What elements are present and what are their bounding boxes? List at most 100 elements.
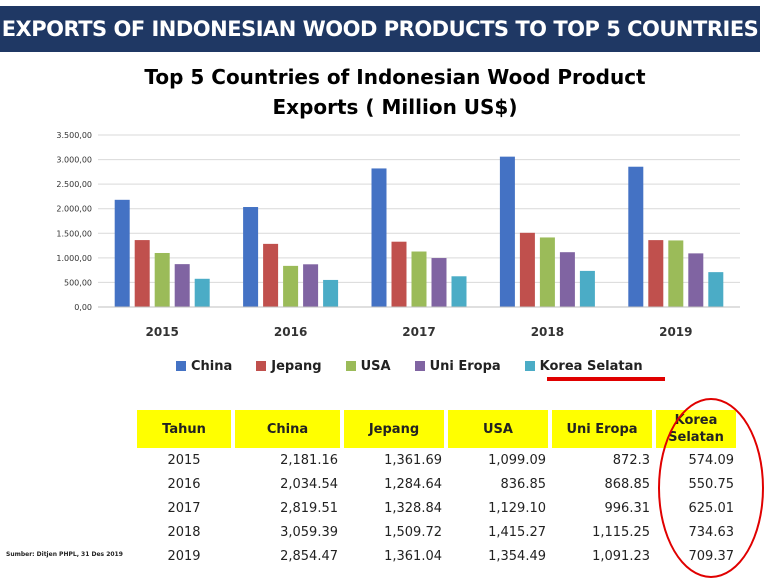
- bar-korea-selatan: [194, 278, 210, 307]
- legend-item: Uni Eropa: [414, 358, 501, 374]
- legend-item: Jepang: [256, 358, 322, 374]
- cell-value: 1,284.64: [384, 476, 442, 492]
- bar-china: [499, 156, 515, 307]
- chart-title: Top 5 Countries of Indonesian Wood Produ…: [120, 62, 670, 122]
- table-row: 2016 2,034.54 1,284.64 836.85 868.85 550.75: [137, 472, 736, 496]
- chart-title-line-2: Exports ( Million US$): [272, 95, 518, 119]
- x-tick-label: 2015: [145, 325, 178, 339]
- cell-value: 868.85: [604, 476, 651, 492]
- legend-swatch: [176, 361, 186, 371]
- cell-value: 1,354.49: [488, 548, 546, 564]
- bar-usa: [411, 251, 427, 307]
- bar-china: [243, 207, 259, 307]
- legend-item: Korea Selatan: [524, 358, 643, 374]
- bar-korea-selatan: [323, 279, 339, 307]
- legend-label: USA: [360, 358, 391, 374]
- bar-uni-eropa: [688, 253, 704, 307]
- bar-china: [628, 166, 644, 307]
- cell-value: 2,819.51: [280, 500, 338, 516]
- bar-jepang: [263, 243, 279, 307]
- legend-item: USA: [345, 358, 391, 374]
- cell-value: 2,034.54: [280, 476, 338, 492]
- bar-jepang: [391, 241, 407, 307]
- table-row: 2018 3,059.39 1,509.72 1,415.27 1,115.25 734.…: [137, 520, 736, 544]
- bar-korea-selatan: [579, 270, 595, 307]
- cell-value: 1,361.04: [384, 548, 442, 564]
- bar-chart: 0,00 500,00 1.000,00 1.500,00 2.000,00 2.500,…: [56, 131, 740, 339]
- bar-uni-eropa: [559, 252, 575, 307]
- bar-usa: [154, 252, 170, 307]
- bar-jepang: [134, 240, 150, 307]
- bar-usa: [668, 240, 684, 307]
- cell-value: 1,361.69: [384, 452, 442, 468]
- cell-value: 836.85: [500, 476, 547, 492]
- table-row: 2017 2,819.51 1,328.84 1,129.10 996.31 625.01: [137, 496, 736, 520]
- cell-year: 2018: [167, 524, 201, 540]
- cell-value: 2,181.16: [280, 452, 338, 468]
- table-header-row: Tahun China Jepang USA Uni Eropa Korea S…: [137, 410, 736, 448]
- header-tahun: Tahun: [137, 410, 231, 448]
- cell-value: 1,415.27: [488, 524, 546, 540]
- x-tick-label: 2016: [274, 325, 307, 339]
- y-tick-label: 500,00: [64, 278, 92, 287]
- cell-year: 2015: [167, 452, 201, 468]
- export-table: Tahun China Jepang USA Uni Eropa Korea S…: [133, 410, 740, 568]
- legend-swatch: [345, 361, 356, 371]
- cell-value: 1,091.23: [592, 548, 650, 564]
- legend-label: Korea Selatan: [539, 358, 643, 374]
- cell-value: 2,854.47: [280, 548, 338, 564]
- chart-title-line-1: Top 5 Countries of Indonesian Wood Produ…: [144, 65, 646, 89]
- y-tick-label: 2.500,00: [56, 180, 92, 189]
- bar-jepang: [519, 232, 535, 307]
- bar-korea-selatan: [708, 272, 724, 307]
- legend-item: China: [176, 359, 232, 374]
- cell-value: 1,509.72: [384, 524, 442, 540]
- legend-label: China: [191, 358, 233, 374]
- bar-china: [114, 199, 130, 307]
- legend-swatch: [414, 361, 425, 371]
- legend-label: Jepang: [271, 358, 322, 374]
- cell-value: 1,129.10: [488, 500, 546, 516]
- y-tick-label: 1.500,00: [56, 229, 92, 238]
- bar-uni-eropa: [431, 258, 447, 307]
- cell-value: 872.3: [612, 452, 650, 468]
- cell-value: 996.31: [604, 500, 651, 516]
- table-row: 2019 2,854.47 1,361.04 1,354.49 1,091.23 709.…: [137, 544, 736, 568]
- cell-year: 2016: [167, 476, 201, 492]
- cell-value: 1,328.84: [384, 500, 442, 516]
- cell-value: 3,059.39: [280, 524, 338, 540]
- y-tick-label: 3.000,00: [56, 156, 92, 165]
- bar-usa: [283, 265, 299, 307]
- chart-legend: China Jepang USA Uni Eropa Korea Selatan: [176, 355, 667, 377]
- legend-label: Uni Eropa: [429, 358, 501, 374]
- bar-korea-selatan: [451, 276, 467, 307]
- bar-jepang: [648, 240, 664, 307]
- highlight-underline: [547, 377, 665, 381]
- x-tick-label: 2018: [531, 325, 564, 339]
- cell-year: 2017: [167, 500, 201, 516]
- y-tick-label: 1.000,00: [56, 254, 92, 263]
- x-tick-label: 2019: [659, 325, 692, 339]
- bar-china: [371, 168, 387, 307]
- banner-title: EXPORTS OF INDONESIAN WOOD PRODUCTS TO T…: [1, 17, 759, 41]
- y-tick-label: 2.000,00: [56, 205, 92, 214]
- header-china: China: [235, 410, 340, 448]
- y-tick-label: 3.500,00: [56, 131, 92, 140]
- bar-uni-eropa: [174, 264, 190, 307]
- bar-uni-eropa: [303, 264, 319, 307]
- cell-value: 1,115.25: [592, 524, 650, 540]
- legend-swatch: [256, 361, 267, 371]
- bar-usa: [539, 237, 555, 307]
- x-tick-label: 2017: [402, 325, 435, 339]
- highlight-oval: [658, 398, 764, 578]
- legend-swatch: [524, 361, 535, 371]
- y-tick-label: 0,00: [74, 303, 92, 312]
- header-jepang: Jepang: [344, 410, 444, 448]
- header-banner: EXPORTS OF INDONESIAN WOOD PRODUCTS TO T…: [0, 6, 760, 52]
- source-note: Sumber: Ditjen PHPL, 31 Des 2019: [6, 551, 123, 558]
- header-uni-eropa: Uni Eropa: [552, 410, 652, 448]
- header-usa: USA: [448, 410, 548, 448]
- table-row: 2015 2,181.16 1,361.69 1,099.09 872.3 574.09: [137, 448, 736, 472]
- cell-year: 2019: [167, 548, 201, 564]
- cell-value: 1,099.09: [488, 452, 546, 468]
